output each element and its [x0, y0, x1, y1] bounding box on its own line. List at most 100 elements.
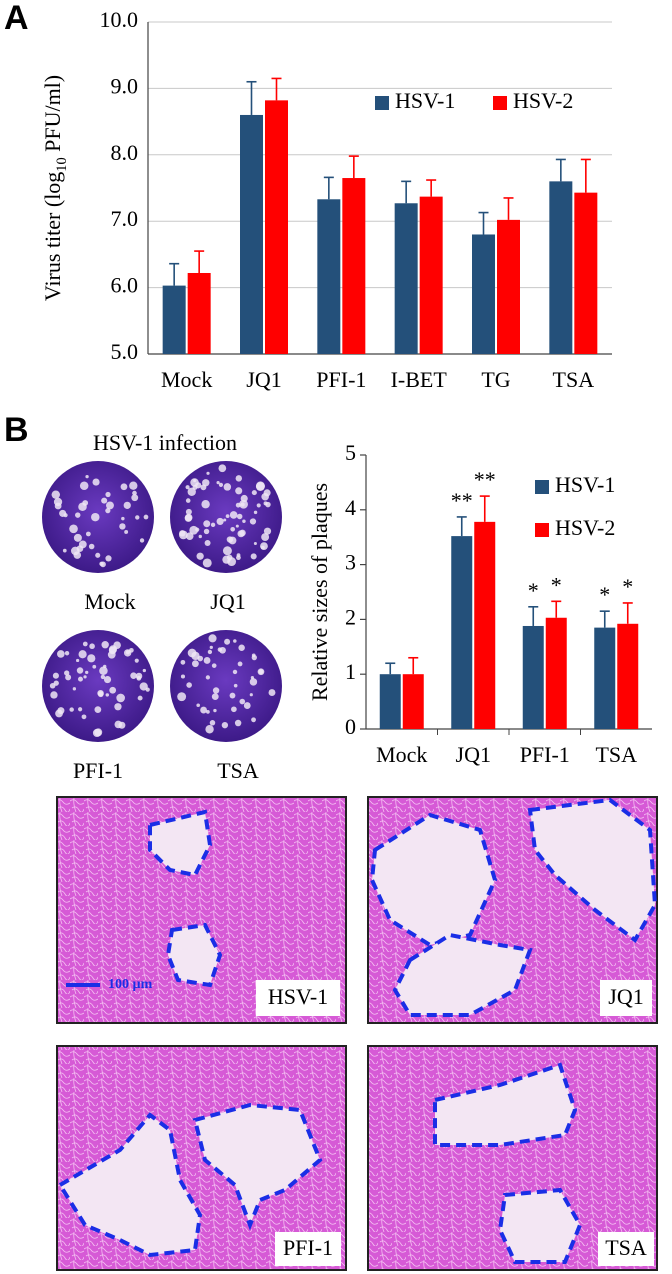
plaque	[69, 524, 78, 534]
legend-label: HSV-1	[555, 472, 615, 497]
plaque	[239, 529, 246, 537]
plaque	[180, 659, 186, 665]
bar	[617, 623, 639, 729]
plaque	[82, 641, 88, 647]
plaque	[184, 514, 193, 522]
plaque	[229, 692, 236, 699]
bar	[549, 181, 573, 354]
plaque	[129, 647, 134, 653]
legend-swatch	[535, 480, 549, 494]
plaque	[211, 663, 217, 668]
plaque	[101, 497, 108, 504]
plaque	[255, 482, 265, 491]
plaque	[239, 698, 246, 705]
plaque	[99, 561, 104, 567]
plaque	[261, 492, 269, 501]
scale-bar: 100 µm	[108, 977, 153, 992]
bar	[474, 521, 496, 729]
micrograph: JQ1	[367, 796, 658, 1024]
significance: *	[599, 582, 610, 607]
plaque	[137, 695, 143, 701]
plaque	[225, 514, 230, 519]
plaque	[260, 542, 268, 551]
plaque	[97, 689, 104, 697]
plaque	[233, 683, 238, 688]
plaque	[108, 645, 118, 654]
plaque	[129, 481, 138, 490]
plate-label: JQ1	[210, 589, 245, 614]
plaque	[62, 548, 67, 553]
plaque	[125, 650, 131, 655]
plaque	[116, 693, 125, 703]
plaque	[202, 479, 210, 487]
plaque	[268, 689, 276, 697]
bar	[187, 272, 211, 354]
plaque	[257, 668, 265, 676]
plaque	[114, 703, 122, 711]
plaque	[92, 728, 102, 738]
plaque	[131, 494, 139, 502]
plaque	[197, 655, 204, 662]
plaque	[218, 482, 224, 487]
plaque	[87, 654, 96, 663]
plaque	[196, 703, 200, 708]
plaque	[85, 670, 89, 675]
bar	[317, 199, 341, 354]
plaque	[185, 532, 194, 541]
plaque	[52, 672, 59, 679]
bar	[594, 627, 616, 729]
plaque	[249, 678, 258, 686]
plaque	[256, 503, 261, 508]
plaque	[106, 501, 114, 510]
y-tick-label: 3	[345, 550, 356, 575]
plaque	[185, 508, 192, 515]
plaque	[250, 553, 257, 560]
bar	[545, 617, 567, 729]
plaque	[203, 528, 210, 535]
plaque	[207, 649, 213, 655]
plaque	[105, 693, 110, 697]
plaque	[261, 533, 270, 542]
plaque	[92, 664, 97, 669]
plaque	[221, 722, 229, 729]
legend-label: HSV-2	[555, 515, 615, 540]
plaque	[204, 540, 211, 547]
plaque	[237, 661, 243, 667]
plaque	[83, 675, 87, 679]
plaque	[186, 682, 192, 688]
plaque	[59, 509, 67, 517]
plaque	[231, 706, 237, 713]
legend-swatch	[535, 523, 549, 537]
y-tick-label: 1	[345, 659, 356, 684]
plaque	[145, 687, 150, 692]
x-tick-label: PFI-1	[316, 367, 366, 392]
plaque	[228, 536, 237, 545]
bar	[240, 114, 263, 355]
bar	[394, 203, 418, 354]
bar	[342, 178, 366, 354]
bar	[162, 285, 186, 354]
plaque	[55, 709, 63, 718]
plaque	[185, 498, 191, 503]
plaque	[203, 520, 211, 528]
plaque	[180, 674, 186, 679]
plaque	[195, 482, 202, 489]
plaque	[76, 667, 84, 674]
plaque	[209, 645, 213, 650]
plaque	[251, 653, 256, 658]
bar	[265, 100, 288, 355]
y-tick-label: 6.0	[111, 273, 139, 298]
bar	[574, 192, 598, 354]
plaque	[142, 668, 147, 673]
y-tick-label: 5.0	[111, 339, 139, 364]
plaque	[230, 526, 236, 532]
plaque	[100, 674, 106, 680]
plaque	[78, 650, 87, 659]
plates	[42, 461, 282, 742]
plaque	[76, 658, 80, 663]
legend-label: HSV-2	[513, 88, 573, 113]
plaque	[89, 643, 95, 650]
plaque	[206, 471, 210, 475]
plaque	[235, 524, 239, 528]
plaque	[236, 513, 243, 520]
